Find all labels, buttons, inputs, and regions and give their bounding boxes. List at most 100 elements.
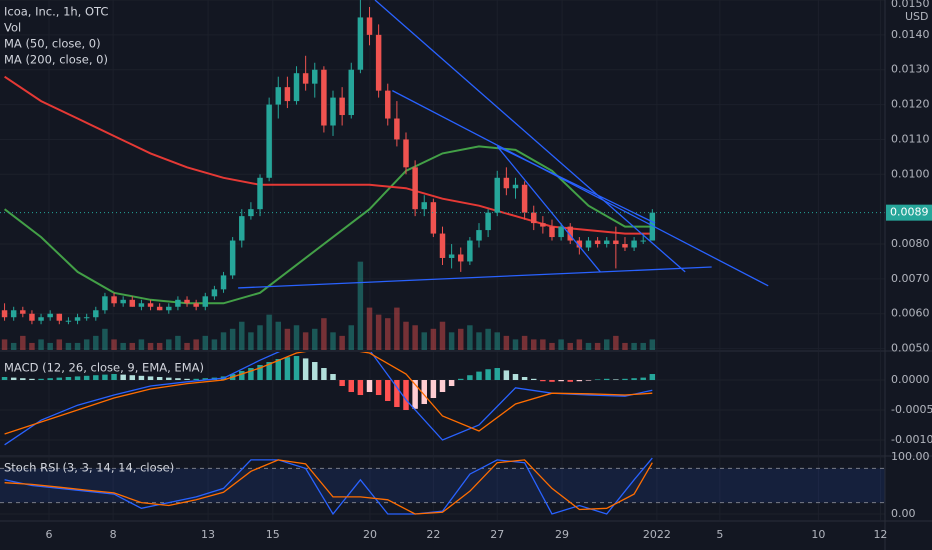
- candle-body: [521, 184, 528, 213]
- volume-bar: [503, 335, 510, 350]
- candle-body: [640, 240, 646, 242]
- ma50-legend[interactable]: MA (50, close, 0): [4, 37, 101, 51]
- volume-bar: [549, 342, 555, 350]
- macd-histogram-bar: [603, 378, 610, 381]
- macd-histogram-bar: [594, 379, 601, 381]
- candle-body: [485, 212, 491, 231]
- candle-body: [585, 240, 592, 248]
- volume-bar: [102, 328, 108, 350]
- macd-histogram-bar: [248, 368, 254, 381]
- volume-legend[interactable]: Vol: [4, 21, 21, 35]
- volume-bar: [202, 335, 209, 350]
- macd-histogram-bar: [138, 375, 145, 381]
- volume-bar: [403, 321, 409, 350]
- macd-histogram-bar: [576, 380, 583, 382]
- y-tick-label: 0.0080: [891, 237, 930, 250]
- volume-bar: [38, 339, 44, 350]
- volume-bar: [585, 342, 592, 350]
- candle-body: [293, 73, 300, 102]
- candle-body: [567, 226, 573, 241]
- macd-histogram-bar: [613, 379, 619, 381]
- y-tick-label: -0.0005: [891, 403, 932, 416]
- volume-bar: [248, 332, 254, 350]
- y-tick-label: 0.0060: [891, 307, 930, 320]
- x-tick-label: 5: [716, 528, 723, 541]
- y-tick-label: 0.0130: [891, 63, 930, 76]
- symbol-legend[interactable]: Icoa, Inc., 1h, OTC: [4, 5, 108, 19]
- candle-body: [394, 118, 400, 140]
- macd-histogram-bar: [385, 380, 391, 402]
- volume-bar: [239, 321, 245, 350]
- macd-histogram-bar: [403, 380, 409, 411]
- volume-bar: [567, 342, 573, 350]
- macd-histogram-bar: [202, 378, 209, 381]
- macd-histogram-bar: [558, 380, 564, 382]
- trend-line: [238, 266, 712, 289]
- x-tick-label: 20: [363, 528, 377, 541]
- macd-histogram-bar: [266, 362, 272, 381]
- macd-histogram-bar: [302, 358, 309, 381]
- macd-histogram-bar: [394, 380, 400, 408]
- macd-histogram-bar: [1, 377, 8, 381]
- stoch-pane: [0, 457, 885, 516]
- macd-histogram-bar: [120, 374, 126, 381]
- candle-body: [430, 202, 437, 234]
- trend-line: [374, 0, 686, 273]
- volume-bar: [47, 342, 53, 350]
- volume-bar: [512, 339, 519, 350]
- candle-body: [184, 299, 190, 304]
- y-tick-label: 0.0000: [891, 373, 930, 386]
- candle-body: [120, 299, 126, 304]
- ma200-legend[interactable]: MA (200, close, 0): [4, 53, 108, 67]
- macd-histogram-bar: [366, 380, 373, 393]
- macd-histogram-bar: [65, 377, 72, 381]
- y-tick-label: 0.0140: [891, 28, 930, 41]
- candle-body: [83, 317, 90, 319]
- macd-histogram-bar: [430, 380, 437, 399]
- candle-body: [102, 296, 108, 311]
- candle-body: [284, 87, 291, 102]
- y-tick-label: 0.00: [891, 507, 916, 520]
- volume-bar: [74, 342, 81, 350]
- candle-body: [439, 233, 446, 258]
- trend-line: [392, 90, 769, 287]
- stoch-legend[interactable]: Stoch RSI (3, 3, 14, 14, close): [4, 461, 174, 475]
- macd-histogram-bar: [412, 380, 418, 409]
- candle-body: [348, 69, 354, 116]
- candle-body: [622, 244, 628, 248]
- macd-histogram-bar: [467, 375, 473, 381]
- macd-histogram-bar: [47, 378, 53, 381]
- stoch-band-fill: [0, 468, 885, 503]
- macd-histogram-bar: [156, 377, 163, 381]
- macd-histogram-bar: [38, 378, 44, 381]
- macd-histogram-bar: [357, 380, 364, 396]
- macd-histogram-bar: [321, 368, 327, 381]
- volume-bar: [348, 325, 354, 350]
- candle-body: [175, 299, 181, 307]
- candle-body: [229, 240, 236, 276]
- y-tick-label: 0.0120: [891, 98, 930, 111]
- volume-bar: [594, 342, 601, 350]
- candle-body: [458, 254, 464, 262]
- trend-line: [496, 145, 656, 224]
- volume-bar: [631, 342, 637, 350]
- macd-histogram-bar: [631, 378, 637, 381]
- stoch-line: [4, 459, 653, 515]
- macd-histogram-bar: [476, 371, 482, 381]
- macd-legend[interactable]: MACD (12, 26, close, 9, EMA, EMA): [4, 361, 204, 375]
- macd-histogram-bar: [184, 378, 190, 381]
- macd-histogram-bar: [503, 370, 510, 381]
- macd-histogram-bar: [166, 377, 172, 381]
- volume-bar: [613, 335, 619, 350]
- candle-body: [448, 254, 455, 258]
- candle-body: [339, 97, 345, 116]
- macd-histogram-bar: [129, 375, 136, 381]
- candle-body: [1, 310, 8, 318]
- candle-body: [312, 69, 318, 84]
- volume-bar: [302, 332, 309, 350]
- x-tick-label: 29: [555, 528, 569, 541]
- candle-body: [649, 212, 656, 241]
- candle-body: [503, 177, 510, 189]
- candle-body: [467, 240, 473, 262]
